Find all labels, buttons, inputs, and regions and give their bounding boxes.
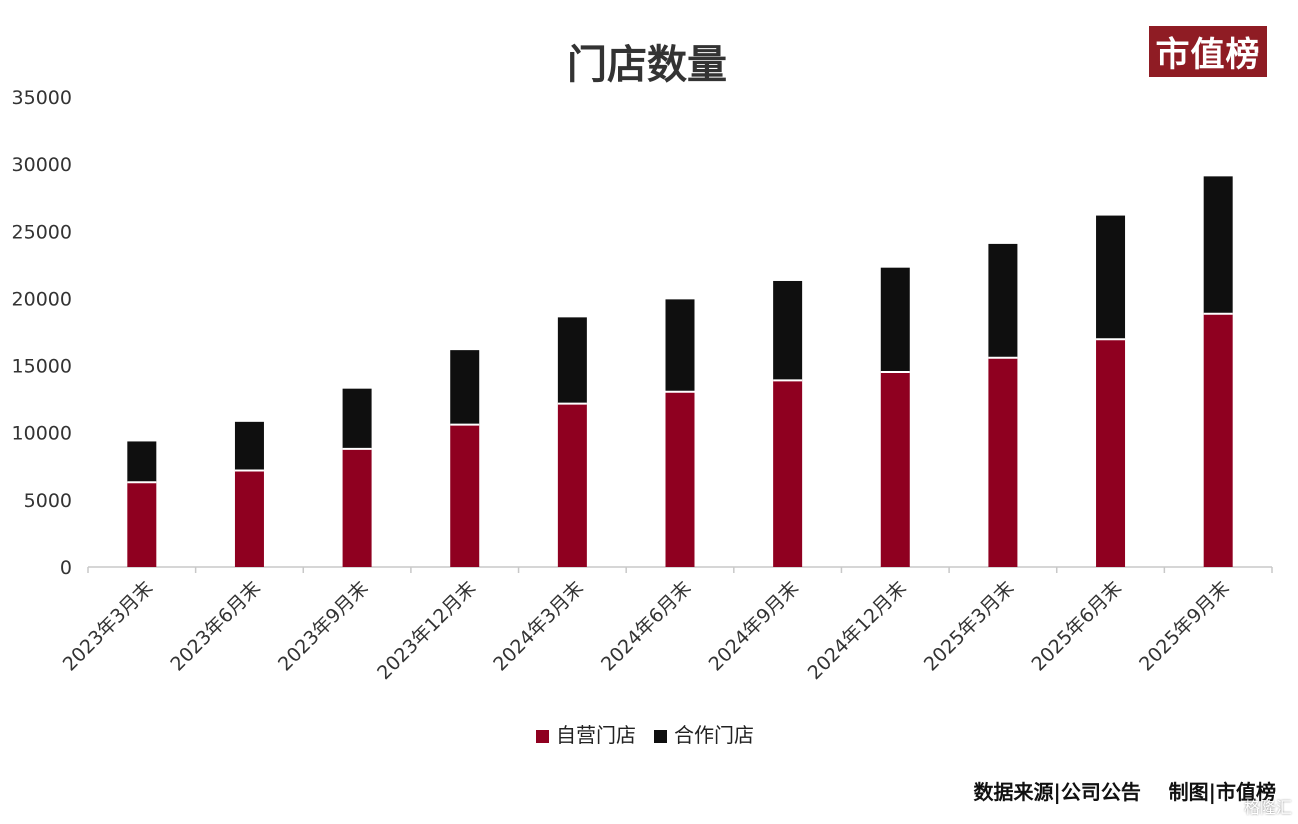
y-tick-label: 0 xyxy=(60,557,72,579)
legend-swatch-partner xyxy=(654,730,667,743)
bar-self-operated xyxy=(773,380,803,567)
bar-series-group xyxy=(127,176,1233,567)
bar-self-operated xyxy=(880,372,910,567)
y-tick-label: 35000 xyxy=(12,87,72,109)
y-tick-label: 30000 xyxy=(12,154,72,176)
x-tick-label: 2023年9月末 xyxy=(274,577,373,676)
source-footnote: 数据来源|公司公告 制图|市值榜 xyxy=(973,780,1276,804)
bar-self-operated xyxy=(1203,313,1233,567)
bar-self-operated xyxy=(342,448,372,567)
bar-partner xyxy=(773,280,803,381)
y-tick-label: 15000 xyxy=(12,356,72,378)
bar-self-operated xyxy=(450,424,480,567)
y-axis: 0 5000 10000 15000 20000 25000 30000 35000 xyxy=(12,87,72,579)
bar-self-operated xyxy=(1096,339,1126,567)
bar-partner xyxy=(665,299,695,392)
x-tick-label: 2025年9月末 xyxy=(1135,577,1234,676)
bar-self-operated xyxy=(234,470,264,567)
bar-partner xyxy=(880,267,910,373)
x-tick-label: 2025年3月末 xyxy=(920,577,1019,676)
x-tick-label: 2023年3月末 xyxy=(59,577,158,676)
bar-self-operated xyxy=(557,403,587,567)
x-tick-label: 2024年6月末 xyxy=(597,577,696,676)
x-tick-label: 2024年12月末 xyxy=(804,577,911,684)
y-tick-label: 20000 xyxy=(12,288,72,310)
bar-partner xyxy=(557,317,587,404)
legend-label-self-operated: 自营门店 xyxy=(556,723,636,747)
shizhibang-logo: 市值榜 xyxy=(1149,26,1267,77)
bar-partner xyxy=(127,441,157,483)
bar-partner xyxy=(988,243,1018,358)
legend: 自营门店 合作门店 xyxy=(536,723,754,747)
x-tick-label: 2025年6月末 xyxy=(1027,577,1126,676)
x-tick-label: 2023年6月末 xyxy=(166,577,265,676)
bar-partner xyxy=(234,421,264,471)
bar-partner xyxy=(450,350,480,425)
bar-self-operated xyxy=(988,357,1018,567)
legend-label-partner: 合作门店 xyxy=(674,723,754,747)
bar-partner xyxy=(1096,215,1126,340)
legend-swatch-self-operated xyxy=(536,730,549,743)
x-tick-label: 2023年12月末 xyxy=(373,577,480,684)
bar-partner xyxy=(1203,176,1233,314)
watermark: 格隆汇 xyxy=(1243,798,1292,817)
y-tick-label: 5000 xyxy=(24,490,72,512)
bar-self-operated xyxy=(665,391,695,567)
y-tick-label: 10000 xyxy=(12,423,72,445)
x-tick-label: 2024年9月末 xyxy=(705,577,804,676)
x-tick-label: 2024年3月末 xyxy=(489,577,588,676)
chart-title: 门店数量 xyxy=(567,42,727,88)
bar-self-operated xyxy=(127,482,157,567)
y-tick-label: 25000 xyxy=(12,221,72,243)
x-axis: 2023年3月末 2023年6月末 2023年9月末 2023年12月末 2024年3月… xyxy=(59,566,1273,684)
bar-partner xyxy=(342,388,372,449)
